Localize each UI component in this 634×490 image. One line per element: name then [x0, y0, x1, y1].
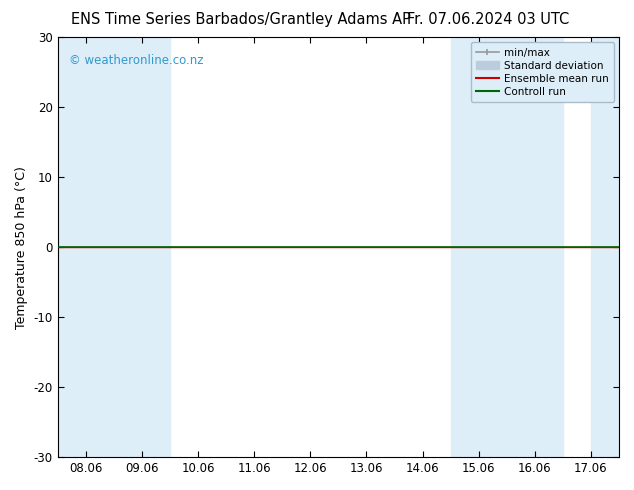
- Text: © weatheronline.co.nz: © weatheronline.co.nz: [69, 54, 204, 67]
- Bar: [58, 37, 170, 457]
- Legend: min/max, Standard deviation, Ensemble mean run, Controll run: min/max, Standard deviation, Ensemble me…: [470, 42, 614, 102]
- Text: Fr. 07.06.2024 03 UTC: Fr. 07.06.2024 03 UTC: [407, 12, 569, 27]
- Bar: [591, 37, 619, 457]
- Bar: [451, 37, 563, 457]
- Y-axis label: Temperature 850 hPa (°C): Temperature 850 hPa (°C): [15, 166, 28, 329]
- Text: ENS Time Series Barbados/Grantley Adams AP: ENS Time Series Barbados/Grantley Adams …: [71, 12, 411, 27]
